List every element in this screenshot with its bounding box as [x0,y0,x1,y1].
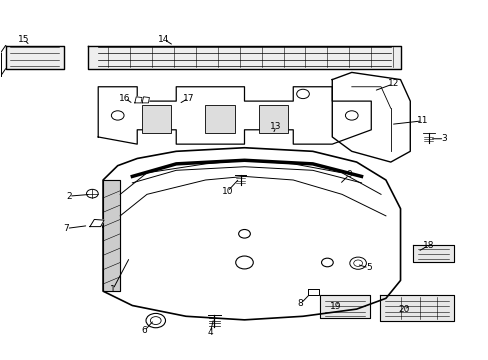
Polygon shape [98,87,370,144]
Text: 17: 17 [183,94,194,103]
Text: 7: 7 [63,224,69,233]
Circle shape [345,111,357,120]
Polygon shape [103,180,120,291]
Text: 16: 16 [119,94,130,103]
Polygon shape [90,220,104,226]
Text: 12: 12 [387,80,398,89]
Text: 2: 2 [66,192,72,201]
Text: 14: 14 [158,35,169,44]
Text: 6: 6 [142,326,147,335]
Text: 13: 13 [270,122,282,131]
Polygon shape [320,296,369,318]
Text: 10: 10 [221,187,233,196]
Text: 18: 18 [422,241,434,250]
Text: 3: 3 [441,134,447,143]
Circle shape [146,314,165,328]
Circle shape [296,89,309,99]
Polygon shape [412,244,453,262]
Circle shape [349,257,366,269]
Text: 9: 9 [346,170,351,179]
Circle shape [111,111,124,120]
Text: 4: 4 [207,328,213,337]
Polygon shape [103,148,400,320]
Bar [205,105,234,134]
Bar [259,105,288,134]
Bar [142,105,171,134]
Text: 19: 19 [330,302,341,311]
Polygon shape [379,296,453,320]
Polygon shape [142,97,149,103]
Polygon shape [331,72,409,162]
Polygon shape [307,289,318,296]
Text: 11: 11 [416,116,427,125]
Text: 20: 20 [398,305,409,314]
Text: 15: 15 [19,35,30,44]
Text: 5: 5 [365,264,371,273]
Text: 1: 1 [110,285,116,294]
Polygon shape [135,97,142,103]
Circle shape [86,189,98,198]
Text: 8: 8 [297,299,303,308]
Polygon shape [88,45,400,69]
Polygon shape [5,45,64,69]
